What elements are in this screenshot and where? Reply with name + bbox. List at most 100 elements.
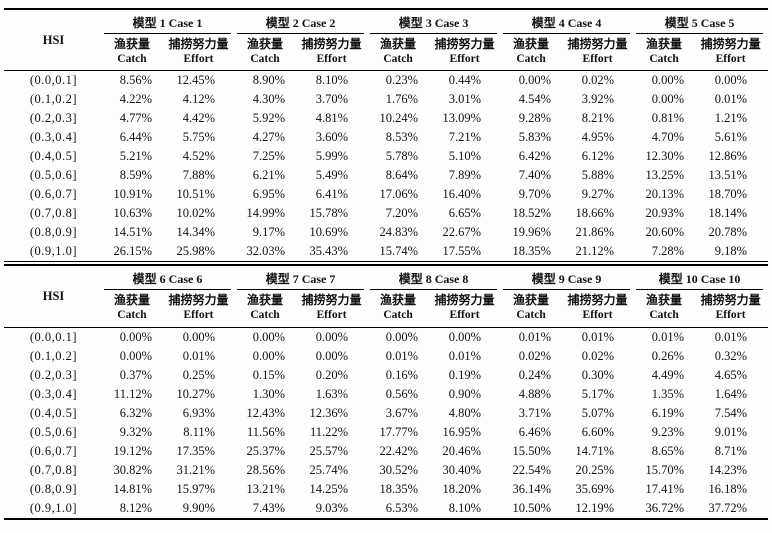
catch-value-cell: 7.25%	[252, 149, 286, 164]
catch-value-cell: 0.01%	[651, 329, 685, 344]
catch-header: 渔获量 Catch	[369, 34, 428, 72]
effort-value-cell: 13.51%	[708, 168, 748, 183]
catch-header: 渔获量 Catch	[103, 34, 161, 72]
table-row: (0.0,0.1] 0.00% 0.00% 0.00% 0.00% 0.00% 0.00% 0…	[4, 327, 768, 347]
effort-value-cell: 3.70%	[315, 92, 349, 107]
catch-value-cell: 30.52%	[379, 462, 419, 477]
catch-value-cell: 8.59%	[119, 168, 152, 183]
catch-value-cell: 4.70%	[651, 130, 685, 145]
table-row: (0.2,0.3] 0.37% 0.25% 0.15% 0.20% 0.16% 0.19% 0…	[4, 366, 768, 385]
catch-value-cell: 0.00%	[651, 73, 685, 88]
effort-value-cell: 8.10%	[448, 500, 482, 515]
effort-value-cell: 4.95%	[581, 130, 615, 145]
model-header-5: 模型 5 Case 5	[635, 9, 768, 34]
effort-value-cell: 5.49%	[315, 168, 349, 183]
effort-value-cell: 7.21%	[448, 130, 482, 145]
catch-value-cell: 10.91%	[113, 187, 152, 202]
catch-value-cell: 0.01%	[518, 329, 552, 344]
effort-value-cell: 16.95%	[442, 424, 482, 439]
catch-value-cell: 6.42%	[518, 149, 552, 164]
effort-value-cell: 10.27%	[176, 386, 216, 401]
hsi-range-cell: (0.9,1.0]	[29, 500, 78, 515]
hsi-range-cell: (0.8,0.9]	[29, 481, 78, 496]
catch-value-cell: 1.76%	[385, 92, 419, 107]
table-row: (0.7,0.8] 30.82% 31.21% 28.56% 25.74% 30.52% 3…	[4, 461, 768, 480]
catch-value-cell: 0.15%	[252, 367, 286, 382]
effort-header-en: Effort	[183, 53, 214, 65]
effort-value-cell: 8.71%	[714, 443, 748, 458]
catch-value-cell: 8.64%	[385, 168, 419, 183]
table-row: (0.8,0.9] 14.51% 14.34% 9.17% 10.69% 24.83% 22…	[4, 223, 768, 242]
model-header-4: 模型 4 Case 4	[502, 9, 635, 34]
table-row: (0.3,0.4] 11.12% 10.27% 1.30% 1.63% 0.56% 0.90…	[4, 385, 768, 404]
catch-value-cell: 4.77%	[119, 111, 152, 126]
effort-value-cell: 12.86%	[708, 149, 748, 164]
model-header-row: HSI 模型 6 Case 6 模型 7 Case 7 模型 8 Case 8 模型 9…	[4, 265, 768, 328]
catch-value-cell: 8.12%	[119, 500, 152, 515]
effort-value-cell: 7.54%	[714, 405, 748, 420]
effort-value-cell: 8.11%	[183, 424, 216, 439]
effort-value-cell: 0.01%	[448, 348, 482, 363]
catch-value-cell: 13.25%	[645, 168, 685, 183]
effort-value-cell: 5.99%	[315, 149, 349, 164]
effort-value-cell: 12.36%	[309, 405, 349, 420]
effort-header-zh: 捕捞努力量	[700, 293, 761, 308]
catch-value-cell: 28.56%	[246, 462, 286, 477]
catch-value-cell: 0.00%	[252, 329, 286, 344]
effort-value-cell: 0.00%	[182, 329, 216, 344]
catch-value-cell: 1.30%	[252, 386, 286, 401]
effort-value-cell: 6.41%	[315, 187, 349, 202]
effort-value-cell: 12.45%	[176, 73, 216, 88]
effort-header: 捕捞努力量 Effort	[693, 290, 769, 328]
effort-header: 捕捞努力量 Effort	[427, 34, 503, 72]
model-header-label: 模型 1 Case 1	[104, 13, 232, 34]
catch-value-cell: 0.00%	[385, 329, 419, 344]
catch-value-cell: 15.70%	[645, 462, 685, 477]
effort-value-cell: 20.25%	[575, 462, 615, 477]
catch-header-en: Catch	[250, 53, 280, 65]
catch-value-cell: 22.42%	[379, 443, 419, 458]
effort-value-cell: 4.52%	[182, 149, 216, 164]
effort-value-cell: 5.75%	[182, 130, 216, 145]
catch-header: 渔获量 Catch	[369, 290, 428, 328]
effort-value-cell: 0.01%	[182, 348, 216, 363]
table-row: (0.0,0.1] 8.56% 12.45% 8.90% 8.10% 0.23% 0.44%…	[4, 71, 768, 91]
hsi-range-cell: (0.6,0.7]	[29, 443, 78, 458]
catch-value-cell: 0.16%	[385, 367, 419, 382]
hsi-column-header: HSI	[4, 9, 103, 72]
effort-value-cell: 10.02%	[176, 206, 216, 221]
effort-value-cell: 25.74%	[309, 462, 349, 477]
effort-value-cell: 9.90%	[182, 500, 216, 515]
table-row: (0.5,0.6] 9.32% 8.11% 11.56% 11.22% 17.77% 16.…	[4, 423, 768, 442]
effort-value-cell: 11.22%	[309, 424, 349, 439]
catch-value-cell: 4.49%	[651, 367, 685, 382]
table-row: (0.1,0.2] 0.00% 0.01% 0.00% 0.00% 0.01% 0.01% 0…	[4, 347, 768, 366]
effort-value-cell: 20.46%	[442, 443, 482, 458]
hsi-range-cell: (0.4,0.5]	[29, 405, 78, 420]
catch-value-cell: 7.28%	[651, 244, 685, 259]
effort-value-cell: 0.01%	[581, 329, 615, 344]
table-row: (0.6,0.7] 10.91% 10.51% 6.95% 6.41% 17.06% 16.…	[4, 185, 768, 204]
model-header-label: 模型 3 Case 3	[370, 13, 498, 34]
catch-value-cell: 9.17%	[252, 225, 286, 240]
effort-value-cell: 9.18%	[714, 244, 748, 259]
effort-value-cell: 0.44%	[448, 73, 482, 88]
catch-header-en: Catch	[383, 309, 413, 322]
effort-value-cell: 0.32%	[714, 348, 748, 363]
catch-value-cell: 6.21%	[252, 168, 286, 183]
effort-value-cell: 9.01%	[714, 424, 748, 439]
hsi-range-cell: (0.0,0.1]	[29, 329, 78, 344]
effort-value-cell: 8.21%	[581, 111, 615, 126]
effort-header: 捕捞努力量 Effort	[294, 34, 370, 72]
hsi-range-cell: (0.9,1.0]	[29, 244, 78, 259]
effort-value-cell: 6.65%	[448, 206, 482, 221]
catch-value-cell: 4.27%	[252, 130, 286, 145]
effort-header: 捕捞努力量 Effort	[294, 290, 370, 328]
catch-value-cell: 0.37%	[119, 367, 152, 382]
effort-header: 捕捞努力量 Effort	[693, 34, 769, 72]
hsi-range-cell: (0.1,0.2]	[29, 348, 78, 363]
catch-header-zh: 渔获量	[646, 37, 683, 51]
catch-value-cell: 0.00%	[518, 73, 552, 88]
effort-value-cell: 0.00%	[315, 329, 349, 344]
catch-header-zh: 渔获量	[247, 37, 284, 51]
